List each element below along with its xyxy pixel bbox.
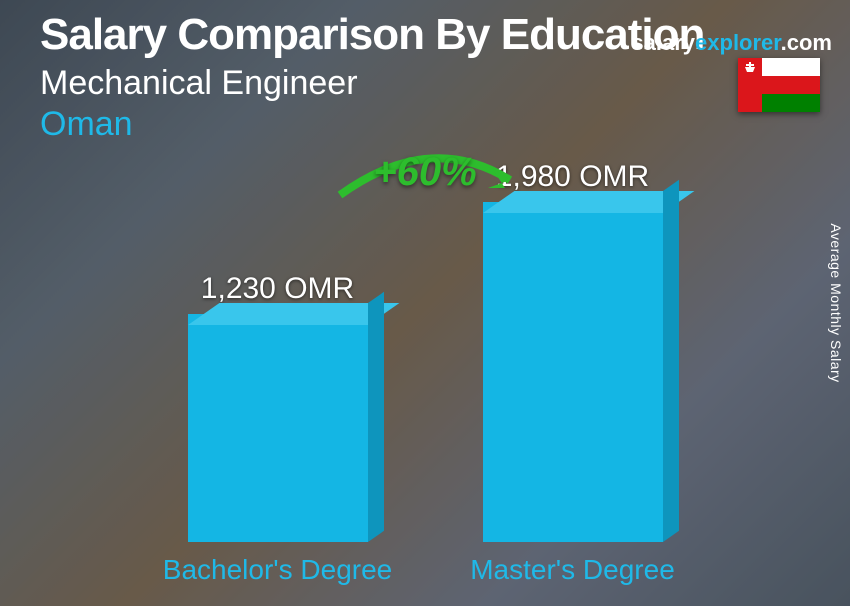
bar-3d (483, 202, 663, 542)
y-axis-label: Average Monthly Salary (828, 223, 844, 382)
flag-icon (738, 58, 820, 112)
comparison-badge: +60% (373, 150, 476, 195)
bar-3d (188, 314, 368, 542)
bar-value: 1,230 OMR (201, 272, 354, 306)
bar-category-label: Bachelor's Degree (163, 554, 392, 586)
bar-side-face (368, 292, 384, 542)
bar-category-label: Master's Degree (470, 554, 675, 586)
bar-side-face (663, 180, 679, 542)
brand-part3: .com (781, 30, 832, 55)
bar-front-face (483, 202, 663, 542)
brand-part1: salary (631, 30, 695, 55)
bar-group-masters: 1,980 OMR Master's Degree (443, 160, 703, 586)
comparison-percent: +60% (373, 150, 476, 195)
brand-logo: salaryexplorer.com (631, 30, 832, 56)
bar-front-face (188, 314, 368, 542)
country-name: Oman (40, 105, 830, 144)
job-title: Mechanical Engineer (40, 64, 830, 103)
brand-part2: explorer (695, 30, 781, 55)
bar-group-bachelors: 1,230 OMR Bachelor's Degree (148, 272, 408, 586)
